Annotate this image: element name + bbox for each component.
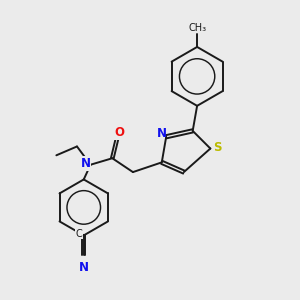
Text: N: N (79, 261, 89, 274)
Text: CH₃: CH₃ (188, 22, 206, 32)
Text: N: N (80, 157, 91, 170)
Text: O: O (115, 126, 125, 139)
Text: S: S (214, 141, 222, 154)
Text: C: C (76, 229, 82, 239)
Text: N: N (157, 127, 167, 140)
